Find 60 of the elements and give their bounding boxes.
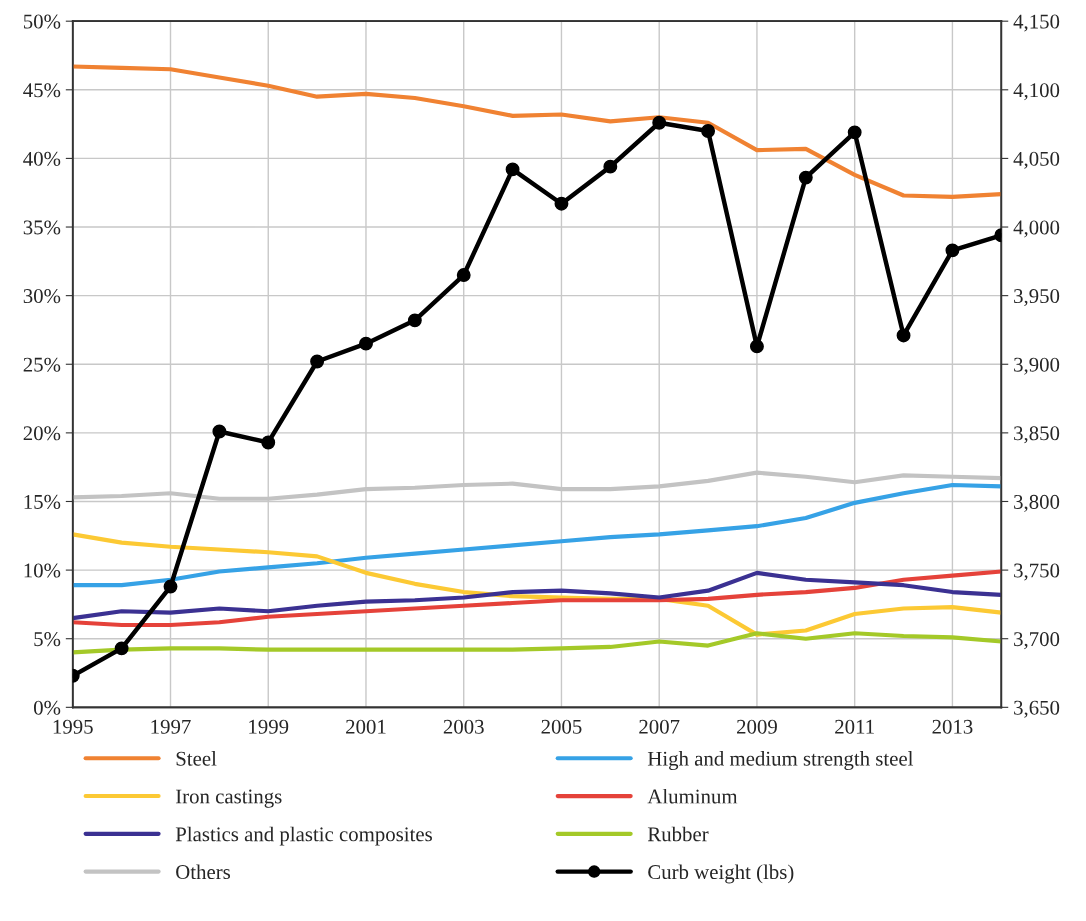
point [749, 339, 764, 354]
y-tick-label: 50% [23, 14, 61, 29]
y2-tick-label: 4,150 [1013, 14, 1060, 32]
x-tick-label: 2013 [932, 719, 973, 734]
y-tick-label: 10% [24, 563, 61, 578]
y-tick-label: 0% [33, 700, 61, 715]
y-tick-label: 5% [34, 632, 61, 647]
point [310, 354, 325, 369]
legend-label: Aluminum [647, 788, 738, 804]
x-tick-label: 2001 [346, 719, 386, 734]
y2-tick-label: 3,950 [1014, 289, 1060, 307]
line-series [72, 64, 1002, 199]
point [603, 159, 618, 174]
y2-tick-label: 3,900 [1014, 357, 1060, 375]
x-tick-label: 2005 [541, 719, 582, 734]
y2-tick-label: 4,100 [1013, 83, 1060, 101]
legend-label: Rubber [647, 826, 709, 842]
point [945, 243, 960, 258]
y-tick-label: 30% [23, 289, 61, 304]
x-tick-label: 2009 [737, 719, 777, 734]
x-tick-label: 1997 [151, 719, 191, 734]
x-tick-label: 2003 [443, 719, 484, 734]
y2-tick-label: 4,050 [1013, 151, 1060, 169]
y2-tick-label: 3,750 [1014, 563, 1060, 581]
y-tick-label: 15% [24, 494, 61, 509]
y-tick-label: 40% [23, 151, 61, 166]
legend-label: High and medium strength steel [647, 751, 914, 771]
point [456, 268, 471, 283]
y2-tick-label: 3,800 [1014, 494, 1060, 512]
point [261, 435, 276, 450]
x-tick-label: 2011 [835, 719, 874, 734]
y-tick-label: 45% [23, 83, 61, 98]
point [114, 641, 129, 656]
y-tick-label: 25% [23, 357, 61, 372]
legend-label: Iron castings [175, 789, 282, 808]
legend-label: Curb weight (lbs) [648, 864, 794, 884]
point [359, 336, 373, 351]
y2-tick-label: 3,850 [1014, 426, 1060, 444]
legend-label: Steel [176, 751, 217, 766]
point [554, 196, 569, 211]
y2-tick-label: 4,000 [1013, 220, 1060, 238]
point [163, 579, 178, 594]
legend-label: Plastics and plastic composites [175, 826, 432, 846]
point [896, 328, 911, 343]
y2-tick-label: 3,650 [1014, 700, 1060, 718]
point [407, 313, 422, 328]
point [847, 125, 862, 140]
y-tick-label: 20% [23, 426, 61, 441]
legend-label: Others [176, 864, 231, 880]
point [212, 424, 227, 439]
x-tick-label: 1995 [53, 719, 93, 734]
x-tick-label: 2007 [639, 719, 680, 734]
line-series [72, 631, 1002, 655]
x-tick-label: 1999 [249, 719, 289, 734]
point [505, 162, 520, 177]
y2-tick-label: 3,700 [1014, 632, 1060, 650]
y-tick-label: 35% [23, 220, 61, 235]
point [798, 170, 813, 185]
point [652, 115, 667, 130]
point [701, 124, 716, 138]
